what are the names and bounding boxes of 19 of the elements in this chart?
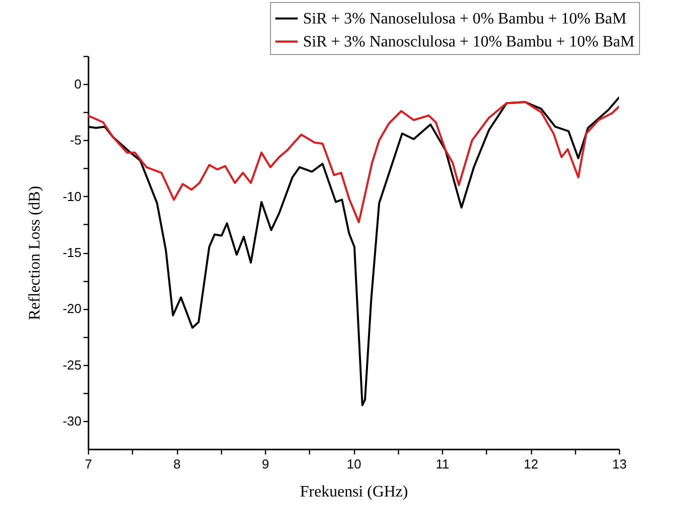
y-axis-title: Reflection Loss (dB)	[26, 186, 44, 320]
y-tick-label: -15	[62, 245, 82, 260]
y-tick-label: -10	[62, 188, 82, 204]
line-series	[88, 101, 619, 224]
x-tick-label: 9	[262, 456, 270, 472]
x-tick-label: 12	[524, 456, 538, 472]
x-tick-label: 7	[84, 456, 92, 472]
x-tick-label: 10	[346, 456, 362, 472]
x-tick-label: 11	[436, 456, 450, 472]
legend-label: SiR + 3% Nanosclulosa + 10% Bambu + 10% BaM	[303, 34, 634, 50]
legend-label: SiR + 3% Nanoselulosa + 0% Bambu + 10% BaM	[303, 10, 626, 28]
y-tick-label: -5	[70, 132, 82, 148]
y-tick-label: -25	[62, 357, 82, 372]
x-axis-title: Frekuensi (GHz)	[300, 484, 408, 500]
y-tick-label: -20	[62, 301, 82, 316]
y-tick-label: -30	[62, 413, 82, 428]
y-tick-label: 0	[74, 76, 82, 92]
x-tick-label: 8	[173, 456, 181, 472]
x-tick-label: 13	[612, 456, 627, 472]
